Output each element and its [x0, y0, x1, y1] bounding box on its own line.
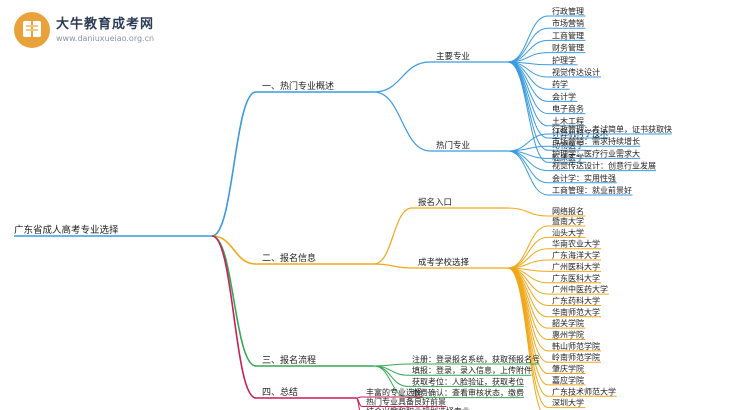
leaf-label: 肇庆学院	[552, 364, 584, 374]
group-connector	[373, 207, 413, 265]
leaf-label: 汕头大学	[552, 227, 584, 237]
leaf-connector	[507, 150, 549, 184]
leaf-label: 网络报名	[552, 206, 584, 216]
leaf-label: 嘉应学院	[552, 375, 584, 385]
leaf-label: 热门专业具备良好前景	[366, 397, 446, 407]
leaf-label: 视觉传达设计：创意行业发展	[552, 161, 656, 171]
root-node-label: 广东省成人高考专业选择	[14, 224, 119, 236]
group-label: 成考学校选择	[418, 257, 470, 268]
leaf-connector	[507, 15, 549, 63]
leaf-connector	[507, 61, 549, 163]
group-label: 报名入口	[418, 197, 452, 208]
leaf-label: 行政管理	[552, 6, 584, 16]
leaf-label: 缴费确认：查看审核状态，缴费	[412, 388, 524, 398]
leaf-connector	[373, 365, 409, 387]
leaf-label: 填报：登录，录入信息，上传附件	[412, 365, 532, 375]
leaf-label: 电子商务	[552, 104, 584, 114]
leaf-connector	[507, 236, 549, 269]
site-logo[interactable]: 大牛教育成考网 www.daniuxueiao.org.cn	[14, 12, 154, 48]
leaf-label: 土木工程	[552, 116, 584, 126]
leaf-label: 暨南大学	[552, 216, 584, 226]
leaf-label: 药学	[552, 79, 568, 89]
leaf-label: 广东医科大学	[552, 273, 600, 283]
branch-label: 三、报名流程	[262, 354, 316, 366]
group-connector	[373, 263, 413, 269]
leaf-label: 广东财经大学	[552, 409, 600, 410]
leaf-connector	[355, 397, 361, 410]
leaf-connector	[507, 39, 549, 63]
leaf-connector	[507, 207, 549, 217]
leaf-label: 市场营销	[552, 18, 584, 28]
leaf-label: 会计学：实用性强	[552, 173, 616, 183]
leaf-label: 广州医科大学	[552, 261, 600, 271]
logo-title: 大牛教育成考网	[56, 16, 155, 32]
leaf-label: 计算机科学技术	[552, 128, 608, 138]
leaf-label: 临床医学	[552, 152, 584, 162]
group-connector	[373, 61, 431, 93]
leaf-label: 韩山师范学院	[552, 341, 600, 351]
branch-connector	[211, 235, 257, 399]
leaf-label: 市场营销：需求持续增长	[552, 136, 640, 146]
leaf-label: 岭南师范学院	[552, 352, 600, 362]
branch-label: 四、总结	[262, 386, 298, 398]
leaf-connector	[507, 225, 549, 269]
leaf-label: 结合兴趣和职业规划选择专业	[366, 406, 470, 410]
branch-label: 二、报名信息	[262, 252, 316, 264]
leaf-label: 深圳大学	[552, 398, 584, 408]
leaf-connector	[373, 363, 409, 367]
group-label: 热门专业	[436, 140, 470, 151]
leaf-label: 工商管理	[552, 30, 584, 40]
branch-connector	[211, 235, 257, 265]
leaf-label: 广东海洋大学	[552, 250, 600, 260]
leaf-label: 会计学	[552, 91, 576, 101]
leaf-label: 丰富的专业选择	[366, 387, 422, 397]
leaf-label: 华南师范大学	[552, 307, 600, 317]
leaf-connector	[507, 150, 549, 196]
leaf-label: 广州中医药大学	[552, 284, 608, 294]
group-connector	[373, 91, 431, 152]
leaf-label: 华南农业大学	[552, 239, 600, 249]
leaf-label: 财务管理	[552, 43, 584, 53]
leaf-label: 工商管理：就业前景好	[552, 185, 632, 195]
leaf-connector	[507, 248, 549, 269]
leaf-connector	[507, 267, 541, 410]
leaf-connector	[507, 61, 549, 127]
leaf-label: 广东技术师范大学	[552, 386, 616, 396]
leaf-label: 视觉传达设计	[552, 67, 600, 77]
leaf-label: 获取考位：人脸验证，获取考位	[412, 376, 524, 386]
leaf-label: 广东药科大学	[552, 295, 600, 305]
group-label: 主要专业	[436, 51, 470, 62]
branch-connector	[211, 235, 257, 367]
leaf-label: 行政管理：考试简单，证书获取快	[552, 124, 672, 134]
branch-label: 一、热门专业概述	[262, 80, 334, 92]
logo-url: www.daniuxueiao.org.cn	[56, 33, 155, 43]
branch-connector	[211, 91, 257, 237]
book-badge-icon	[14, 12, 50, 48]
leaf-label: 护理学	[552, 55, 576, 65]
leaf-label: 韶关学院	[552, 318, 584, 328]
leaf-label: 护理学：医疗行业需求大	[552, 148, 640, 158]
leaf-label: 注册：登录报名系统，获取预报名号	[412, 354, 540, 364]
leaf-label: 惠州学院	[552, 330, 584, 340]
leaf-label: 动物医学	[552, 140, 584, 150]
